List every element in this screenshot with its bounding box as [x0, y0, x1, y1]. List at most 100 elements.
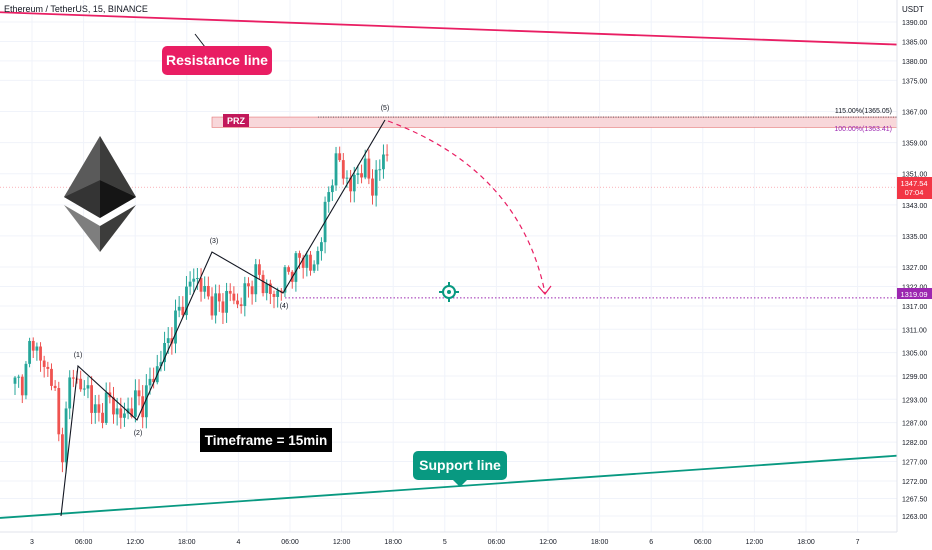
- candle-body: [334, 153, 338, 186]
- currency-label: USDT: [902, 5, 924, 14]
- candle-body: [188, 281, 192, 287]
- prz-label-text: PRZ: [227, 116, 246, 126]
- candle-body: [31, 340, 35, 351]
- candle-body: [294, 253, 298, 282]
- elliott-wave-path: [60, 119, 386, 517]
- annotation-overlays: (1) (2) (3) (4) (5): [0, 11, 898, 519]
- candle-body: [206, 285, 210, 297]
- candle-body: [338, 153, 342, 161]
- candle-body: [305, 254, 309, 268]
- candle-body: [228, 290, 232, 294]
- candle-body: [166, 338, 170, 343]
- candle-body: [61, 434, 64, 463]
- candle-body: [345, 177, 349, 179]
- candle-body: [20, 376, 24, 396]
- x-tick-label: 3: [30, 539, 34, 546]
- ethereum-logo: [64, 136, 136, 252]
- current-price-badge: 1347.54 07:04: [897, 177, 932, 199]
- y-tick-label: 1359.00: [902, 141, 927, 148]
- y-tick-label: 1375.00: [902, 78, 927, 85]
- candle-body: [130, 408, 134, 417]
- y-tick-label: 1343.00: [902, 203, 927, 210]
- candle-body: [232, 293, 236, 301]
- candle-body: [126, 408, 130, 414]
- candle-body: [239, 304, 243, 307]
- projection-arc: [387, 120, 546, 294]
- wave-label: (4): [280, 303, 289, 310]
- x-tick-label: 18:00: [591, 539, 609, 546]
- candle-body: [327, 192, 331, 202]
- candle-body: [268, 283, 272, 294]
- candle-body: [261, 274, 265, 294]
- resistance-label[interactable]: Resistance line: [162, 46, 272, 75]
- candle-body: [133, 390, 137, 417]
- current-price-countdown: 07:04: [905, 188, 924, 197]
- resistance-line: [0, 11, 898, 46]
- y-tick-label: 1282.00: [902, 440, 927, 447]
- candle-body: [101, 412, 104, 423]
- support-label-text: Support line: [419, 457, 501, 473]
- y-tick-label: 1263.00: [902, 514, 927, 521]
- candle-body: [46, 366, 50, 369]
- y-tick-label: 1327.00: [902, 265, 927, 272]
- candle-body: [283, 267, 287, 293]
- y-tick-label: 1293.00: [902, 397, 927, 404]
- candle-body: [123, 413, 126, 418]
- candle-body: [360, 173, 363, 178]
- candle-body: [57, 388, 61, 435]
- candle-body: [312, 264, 316, 271]
- candle-body: [341, 160, 345, 179]
- x-tick-label: 6: [649, 539, 653, 546]
- target-price-value: 1319.09: [900, 290, 927, 299]
- candle-body: [174, 310, 177, 344]
- x-tick-label: 06:00: [75, 539, 93, 546]
- candle-body: [276, 290, 280, 297]
- x-tick-label: 06:00: [694, 539, 712, 546]
- y-tick-label: 1351.00: [902, 172, 927, 179]
- crosshair-target-icon[interactable]: [439, 282, 459, 302]
- target-price-badge: 1319.09: [897, 288, 932, 299]
- resistance-pointer: [194, 33, 206, 48]
- current-price-value: 1347.54: [900, 179, 927, 188]
- candle-body: [203, 285, 207, 292]
- candle-body: [115, 408, 119, 415]
- candle-body: [68, 377, 72, 409]
- candle-body: [367, 158, 371, 179]
- y-tick-label: 1380.00: [902, 59, 927, 66]
- y-tick-label: 1272.00: [902, 479, 927, 486]
- prz-label[interactable]: PRZ: [223, 114, 249, 127]
- candle-body: [196, 278, 199, 280]
- wave-label: (1): [74, 352, 83, 359]
- x-tick-label: 18:00: [797, 539, 815, 546]
- grid: [0, 0, 897, 532]
- candle-body: [42, 360, 46, 367]
- support-label[interactable]: Support line: [413, 451, 507, 480]
- candle-body: [371, 178, 374, 196]
- candle-body: [385, 154, 389, 156]
- support-line: [0, 454, 898, 519]
- x-tick-label: 18:00: [178, 539, 196, 546]
- candle-body: [144, 385, 148, 418]
- wave-label: (3): [210, 238, 219, 245]
- candle-body: [97, 404, 101, 413]
- fib-level-115-label: 115.00%(1365.05): [835, 108, 892, 115]
- timeframe-label[interactable]: Timeframe = 15min: [200, 428, 332, 452]
- x-tick-label: 18:00: [384, 539, 402, 546]
- candle-body: [185, 286, 188, 316]
- y-tick-label: 1335.00: [902, 234, 927, 241]
- candle-body: [221, 301, 225, 313]
- candle-body: [272, 293, 276, 297]
- wave-label: (2): [134, 430, 143, 437]
- candle-body: [71, 377, 75, 379]
- wave-label: (5): [381, 105, 390, 112]
- candle-body: [352, 174, 356, 192]
- x-tick-label: 4: [236, 539, 240, 546]
- y-tick-label: 1317.00: [902, 304, 927, 311]
- y-tick-label: 1390.00: [902, 20, 927, 27]
- resistance-label-text: Resistance line: [166, 52, 268, 68]
- y-tick-label: 1299.00: [902, 374, 927, 381]
- timeframe-label-text: Timeframe = 15min: [205, 433, 327, 448]
- candle-body: [301, 257, 305, 268]
